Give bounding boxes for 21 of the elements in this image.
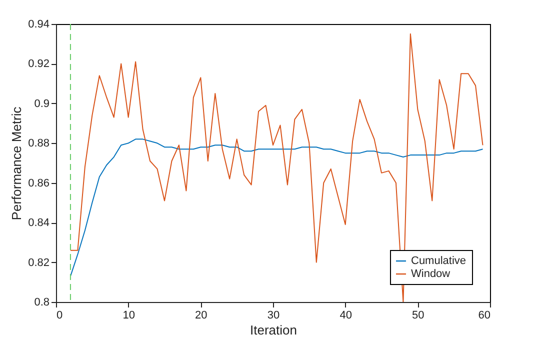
x-axis-title: Iteration (250, 322, 297, 337)
x-tick-label: 0 (56, 310, 63, 322)
y-tick-label: 0.86 (28, 177, 50, 190)
y-tick-label: 0.9 (34, 98, 50, 110)
x-tick-label: 10 (122, 310, 135, 322)
x-tick-label: 40 (340, 310, 352, 322)
legend-label: Cumulative (411, 255, 466, 267)
x-tick-label: 30 (267, 310, 280, 322)
y-tick-label: 0.8 (34, 296, 50, 308)
y-tick-label: 0.92 (28, 58, 50, 70)
x-tick-label: 20 (195, 310, 208, 322)
legend-label: Window (411, 268, 450, 280)
y-axis-title: Performance Metric (9, 106, 24, 220)
line-series (70, 33, 484, 302)
x-tick-label: 60 (478, 310, 490, 322)
y-tick-label: 0.84 (28, 217, 50, 230)
x-tick-label: 50 (412, 310, 424, 322)
line-series (70, 138, 484, 277)
y-tick-label: 0.82 (28, 256, 50, 269)
y-tick-label: 0.94 (28, 18, 50, 30)
y-tick-label: 0.88 (28, 138, 50, 150)
